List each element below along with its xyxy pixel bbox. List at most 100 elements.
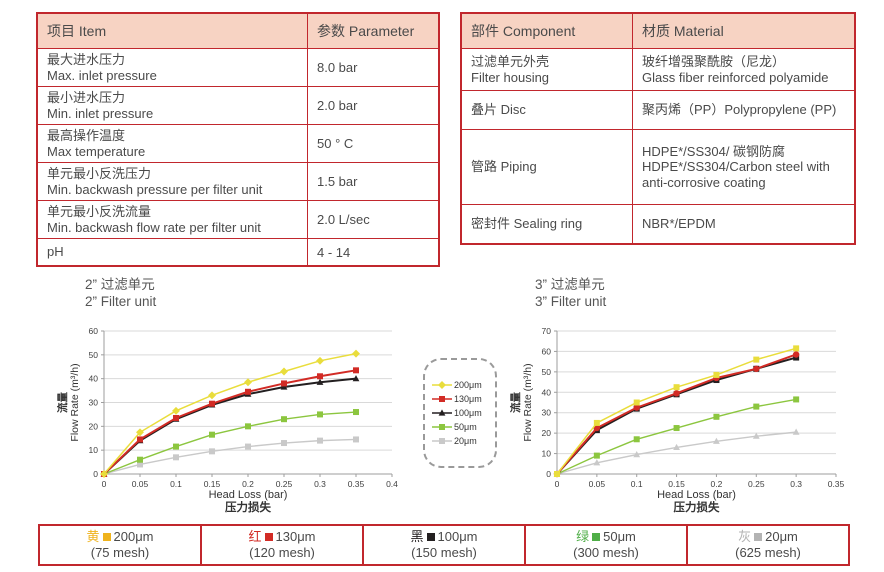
bottom-legend-cell: 红 130μm (120 mesh) xyxy=(200,526,362,564)
table-row: 管路 Piping HDPE*/SS304/ 碳钢防腐 HDPE*/SS304/C… xyxy=(460,128,856,205)
svg-text:Head Loss (bar): Head Loss (bar) xyxy=(657,489,736,501)
component-zh: 叠片 Disc xyxy=(471,102,526,117)
item-label-zh: 最小进水压力 xyxy=(47,90,126,105)
legend-label: 50μm xyxy=(454,422,477,432)
mesh-size: (625 mesh) xyxy=(735,545,801,560)
color-swatch xyxy=(102,533,111,541)
chart-title-3inch: 3” 过滤单元 3” Filter unit xyxy=(535,276,606,310)
flow-rate-chart-2inch: 0 0.05 0.1 0.15 0.2 0.25 0.3 0.35 0.4 0 10 20 30 40 50… xyxy=(56,326,398,514)
svg-text:50: 50 xyxy=(89,350,99,360)
component-zh: 管路 Piping xyxy=(471,159,537,174)
bottom-legend-cell: 绿 50μm (300 mesh) xyxy=(524,526,686,564)
mesh-size: (300 mesh) xyxy=(573,545,639,560)
svg-text:10: 10 xyxy=(89,445,99,455)
item-value: 8.0 bar xyxy=(307,48,440,87)
svg-text:0: 0 xyxy=(546,469,551,479)
color-name-zh: 黑 xyxy=(410,529,424,544)
svg-text:0.2: 0.2 xyxy=(711,479,723,489)
svg-text:0.25: 0.25 xyxy=(748,479,765,489)
legend-line-marker-icon xyxy=(432,396,452,402)
color-swatch xyxy=(754,533,763,541)
legend-line-marker-icon xyxy=(432,424,452,430)
col-header-component: 部件 Component xyxy=(460,12,633,49)
svg-text:30: 30 xyxy=(542,408,552,418)
legend-label: 20μm xyxy=(454,436,477,446)
color-name-zh: 红 xyxy=(248,529,262,544)
color-swatch xyxy=(426,533,435,541)
item-label-en: Max. inlet pressure xyxy=(47,67,157,83)
item-label-zh: 最大进水压力 xyxy=(47,52,126,67)
item-label-en: Max temperature xyxy=(47,143,146,159)
item-label-en: Min. inlet pressure xyxy=(47,105,154,121)
svg-text:0.35: 0.35 xyxy=(828,479,845,489)
chart-title-en: 3” Filter unit xyxy=(535,294,607,309)
chart-legend-box: 200μm 130μm 100μm 50μm 20μm xyxy=(423,358,497,468)
bottom-legend-cell: 黑 100μm (150 mesh) xyxy=(362,526,524,564)
chart-title-zh: 2” 过滤单元 xyxy=(85,277,155,292)
material-header-row: 部件 Component 材质 Material xyxy=(460,12,856,49)
material-table: 部件 Component 材质 Material 过滤单元外壳 Filter ho… xyxy=(460,12,856,245)
item-value: 2.0 bar xyxy=(307,86,440,125)
table-row: pH 4 - 14 xyxy=(36,238,440,267)
table-row: 单元最小反洗压力 Min. backwash pressure per filte… xyxy=(36,162,440,201)
svg-text:40: 40 xyxy=(542,387,552,397)
svg-text:流量: 流量 xyxy=(56,392,69,413)
item-label-zh: pH xyxy=(47,244,64,260)
item-label-zh: 最高操作温度 xyxy=(47,128,126,143)
svg-text:流量: 流量 xyxy=(509,392,522,413)
legend-line-marker-icon xyxy=(432,381,452,389)
svg-text:20: 20 xyxy=(542,428,552,438)
color-name-zh: 黄 xyxy=(86,529,100,544)
item-label-en: Min. backwash flow rate per filter unit xyxy=(47,219,261,235)
item-label-zh: 单元最小反洗压力 xyxy=(47,166,152,181)
item-value: 1.5 bar xyxy=(307,162,440,201)
svg-text:0: 0 xyxy=(93,469,98,479)
svg-text:0.15: 0.15 xyxy=(668,479,685,489)
spec-table: 项目 Item 参数 Parameter 最大进水压力 Max. inlet pr… xyxy=(36,12,440,267)
svg-text:40: 40 xyxy=(89,374,99,384)
mesh-size: (150 mesh) xyxy=(411,545,477,560)
micron-size: 50μm xyxy=(603,529,636,544)
material-zh: HDPE*/SS304/ 碳钢防腐 xyxy=(642,143,786,159)
item-value: 2.0 L/sec xyxy=(307,200,440,239)
legend-item: 20μm xyxy=(431,436,493,446)
material-zh: 聚丙烯（PP）Polypropylene (PP) xyxy=(642,102,837,117)
legend-label: 130μm xyxy=(454,394,482,404)
svg-text:0.2: 0.2 xyxy=(242,479,254,489)
table-row: 最小进水压力 Min. inlet pressure 2.0 bar xyxy=(36,86,440,125)
legend-label: 100μm xyxy=(454,408,482,418)
table-row: 过滤单元外壳 Filter housing 玻纤增强聚酰胺（尼龙） Glass fi… xyxy=(460,48,856,91)
svg-text:60: 60 xyxy=(89,326,99,336)
svg-text:50: 50 xyxy=(542,367,552,377)
svg-text:Flow Rate (m³/h): Flow Rate (m³/h) xyxy=(69,363,81,441)
legend-label: 200μm xyxy=(454,380,482,390)
table-row: 叠片 Disc 聚丙烯（PP）Polypropylene (PP) xyxy=(460,90,856,130)
svg-text:10: 10 xyxy=(542,449,552,459)
svg-text:30: 30 xyxy=(89,398,99,408)
svg-text:0: 0 xyxy=(102,479,107,489)
color-swatch xyxy=(264,533,273,541)
svg-text:压力损失: 压力损失 xyxy=(225,500,271,514)
svg-text:Flow Rate (m³/h): Flow Rate (m³/h) xyxy=(522,363,534,441)
svg-text:20: 20 xyxy=(89,421,99,431)
legend-item: 200μm xyxy=(431,380,493,390)
table-row: 单元最小反洗流量 Min. backwash flow rate per filt… xyxy=(36,200,440,239)
component-zh: 过滤单元外壳 xyxy=(471,54,550,69)
item-value: 4 - 14 xyxy=(307,238,440,267)
mesh-size: (120 mesh) xyxy=(249,545,315,560)
svg-text:0.1: 0.1 xyxy=(170,479,182,489)
chart-title-en: 2” Filter unit xyxy=(85,294,157,309)
material-en: Glass fiber reinforced polyamide xyxy=(642,69,829,85)
svg-text:0.3: 0.3 xyxy=(314,479,326,489)
color-swatch xyxy=(592,533,601,541)
item-label-zh: 单元最小反洗流量 xyxy=(47,204,152,219)
legend-item: 100μm xyxy=(431,408,493,418)
color-name-zh: 灰 xyxy=(738,529,752,544)
chart-title-2inch: 2” 过滤单元 2” Filter unit xyxy=(85,276,156,310)
svg-text:0.4: 0.4 xyxy=(386,479,398,489)
table-row: 密封件 Sealing ring NBR*/EPDM xyxy=(460,204,856,244)
chart-title-zh: 3” 过滤单元 xyxy=(535,277,605,292)
legend-item: 130μm xyxy=(431,394,493,404)
col-header-parameter: 参数 Parameter xyxy=(307,12,440,49)
